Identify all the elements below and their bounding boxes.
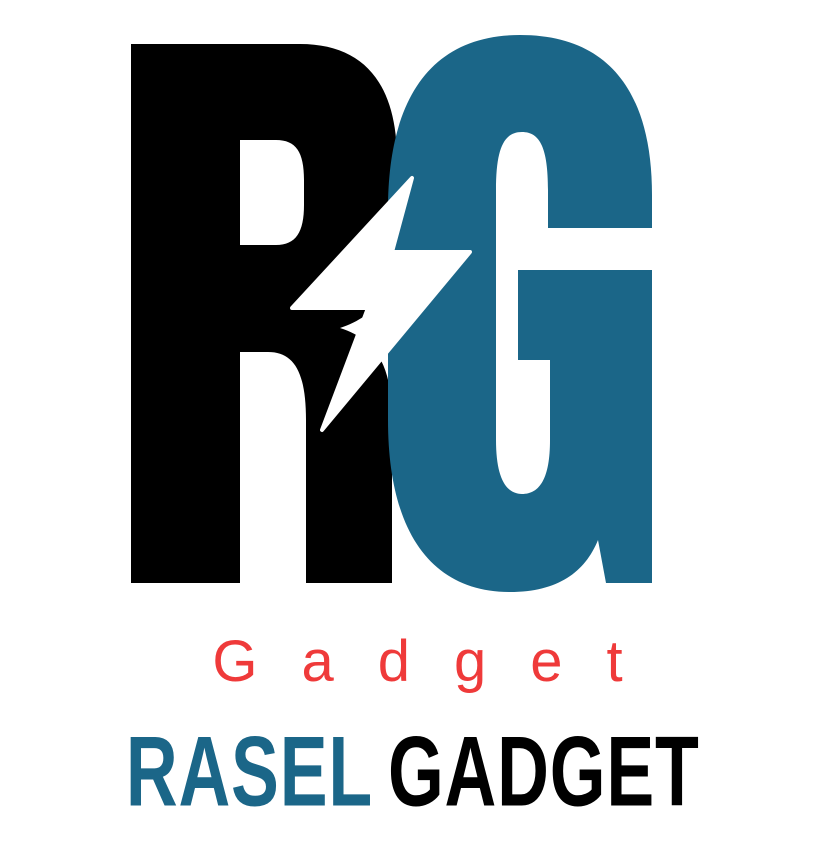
brand-name-first: RASEL	[126, 707, 373, 837]
monogram-letter-r	[131, 44, 397, 583]
rg-monogram	[0, 0, 835, 600]
tagline: Gadget	[0, 622, 835, 702]
brand-name: RASEL GADGET	[0, 712, 835, 832]
monogram-letter-g	[388, 35, 652, 592]
brand-name-second: GADGET	[388, 707, 700, 837]
